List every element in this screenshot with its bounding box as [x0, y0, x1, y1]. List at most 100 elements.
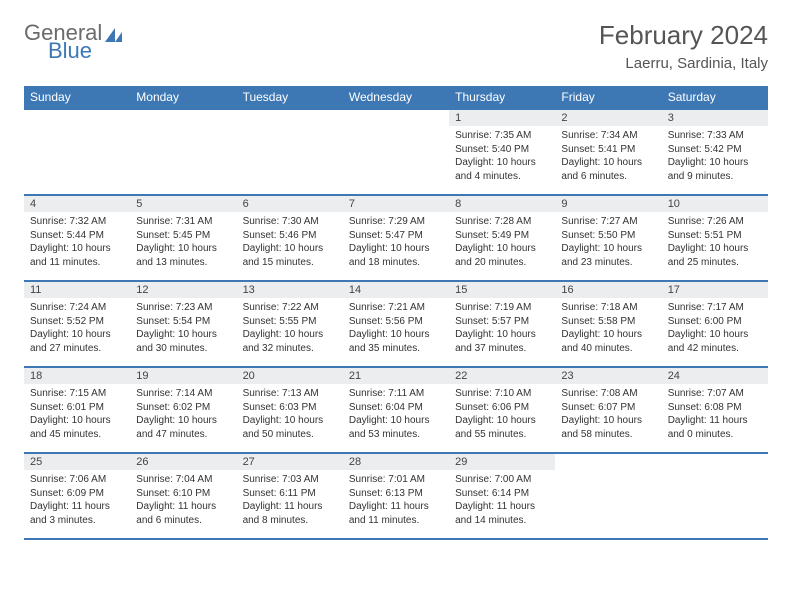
calendar-day-cell: 6Sunrise: 7:30 AMSunset: 5:46 PMDaylight… [237, 195, 343, 281]
calendar-day-cell: 10Sunrise: 7:26 AMSunset: 5:51 PMDayligh… [662, 195, 768, 281]
calendar-table: SundayMondayTuesdayWednesdayThursdayFrid… [24, 86, 768, 540]
day-number: 2 [555, 110, 661, 126]
calendar-day-cell: .. [555, 453, 661, 539]
calendar-day-cell: 11Sunrise: 7:24 AMSunset: 5:52 PMDayligh… [24, 281, 130, 367]
calendar-day-cell: 19Sunrise: 7:14 AMSunset: 6:02 PMDayligh… [130, 367, 236, 453]
weekday-header: Sunday [24, 86, 130, 109]
calendar-day-cell: 12Sunrise: 7:23 AMSunset: 5:54 PMDayligh… [130, 281, 236, 367]
day-detail: Sunrise: 7:14 AMSunset: 6:02 PMDaylight:… [130, 384, 236, 445]
day-number: 24 [662, 368, 768, 384]
day-number: 20 [237, 368, 343, 384]
logo-triangle-icon [115, 32, 122, 42]
day-detail: Sunrise: 7:17 AMSunset: 6:00 PMDaylight:… [662, 298, 768, 359]
day-number: 16 [555, 282, 661, 298]
day-number: 25 [24, 454, 130, 470]
calendar-day-cell: 9Sunrise: 7:27 AMSunset: 5:50 PMDaylight… [555, 195, 661, 281]
day-detail: Sunrise: 7:21 AMSunset: 5:56 PMDaylight:… [343, 298, 449, 359]
weekday-header: Wednesday [343, 86, 449, 109]
day-number: 15 [449, 282, 555, 298]
day-number: 8 [449, 196, 555, 212]
calendar-day-cell: 16Sunrise: 7:18 AMSunset: 5:58 PMDayligh… [555, 281, 661, 367]
day-number: 14 [343, 282, 449, 298]
day-detail: Sunrise: 7:26 AMSunset: 5:51 PMDaylight:… [662, 212, 768, 273]
weekday-header: Thursday [449, 86, 555, 109]
day-detail: Sunrise: 7:31 AMSunset: 5:45 PMDaylight:… [130, 212, 236, 273]
day-detail: Sunrise: 7:32 AMSunset: 5:44 PMDaylight:… [24, 212, 130, 273]
day-detail: Sunrise: 7:30 AMSunset: 5:46 PMDaylight:… [237, 212, 343, 273]
logo-triangle-icon [105, 28, 115, 42]
calendar-day-cell: 22Sunrise: 7:10 AMSunset: 6:06 PMDayligh… [449, 367, 555, 453]
calendar-day-cell: 28Sunrise: 7:01 AMSunset: 6:13 PMDayligh… [343, 453, 449, 539]
calendar-day-cell: 26Sunrise: 7:04 AMSunset: 6:10 PMDayligh… [130, 453, 236, 539]
calendar-day-cell: .. [343, 109, 449, 195]
day-detail: Sunrise: 7:11 AMSunset: 6:04 PMDaylight:… [343, 384, 449, 445]
weekday-header: Saturday [662, 86, 768, 109]
weekday-header: Friday [555, 86, 661, 109]
day-number: 21 [343, 368, 449, 384]
day-detail: Sunrise: 7:01 AMSunset: 6:13 PMDaylight:… [343, 470, 449, 531]
day-detail: Sunrise: 7:10 AMSunset: 6:06 PMDaylight:… [449, 384, 555, 445]
calendar-week-row: 18Sunrise: 7:15 AMSunset: 6:01 PMDayligh… [24, 367, 768, 453]
day-detail: Sunrise: 7:28 AMSunset: 5:49 PMDaylight:… [449, 212, 555, 273]
calendar-day-cell: 5Sunrise: 7:31 AMSunset: 5:45 PMDaylight… [130, 195, 236, 281]
day-number: 17 [662, 282, 768, 298]
day-detail: Sunrise: 7:03 AMSunset: 6:11 PMDaylight:… [237, 470, 343, 531]
day-number: 3 [662, 110, 768, 126]
day-detail: Sunrise: 7:06 AMSunset: 6:09 PMDaylight:… [24, 470, 130, 531]
day-number: 28 [343, 454, 449, 470]
day-number: 10 [662, 196, 768, 212]
day-detail: Sunrise: 7:00 AMSunset: 6:14 PMDaylight:… [449, 470, 555, 531]
day-detail: Sunrise: 7:04 AMSunset: 6:10 PMDaylight:… [130, 470, 236, 531]
day-number: 27 [237, 454, 343, 470]
calendar-day-cell: .. [130, 109, 236, 195]
day-detail: Sunrise: 7:24 AMSunset: 5:52 PMDaylight:… [24, 298, 130, 359]
day-number: 23 [555, 368, 661, 384]
calendar-week-row: 11Sunrise: 7:24 AMSunset: 5:52 PMDayligh… [24, 281, 768, 367]
day-number: 11 [24, 282, 130, 298]
day-number: 22 [449, 368, 555, 384]
calendar-week-row: 4Sunrise: 7:32 AMSunset: 5:44 PMDaylight… [24, 195, 768, 281]
calendar-day-cell: 23Sunrise: 7:08 AMSunset: 6:07 PMDayligh… [555, 367, 661, 453]
calendar-day-cell: 3Sunrise: 7:33 AMSunset: 5:42 PMDaylight… [662, 109, 768, 195]
location: Laerru, Sardinia, Italy [599, 55, 768, 72]
day-detail: Sunrise: 7:33 AMSunset: 5:42 PMDaylight:… [662, 126, 768, 187]
day-number: 19 [130, 368, 236, 384]
day-number: 5 [130, 196, 236, 212]
calendar-day-cell: .. [24, 109, 130, 195]
weekday-header: Monday [130, 86, 236, 109]
weekday-header: Tuesday [237, 86, 343, 109]
calendar-day-cell: 21Sunrise: 7:11 AMSunset: 6:04 PMDayligh… [343, 367, 449, 453]
calendar-day-cell: 25Sunrise: 7:06 AMSunset: 6:09 PMDayligh… [24, 453, 130, 539]
calendar-day-cell: .. [662, 453, 768, 539]
day-detail: Sunrise: 7:15 AMSunset: 6:01 PMDaylight:… [24, 384, 130, 445]
day-number: 4 [24, 196, 130, 212]
calendar-day-cell: 8Sunrise: 7:28 AMSunset: 5:49 PMDaylight… [449, 195, 555, 281]
calendar-day-cell: 2Sunrise: 7:34 AMSunset: 5:41 PMDaylight… [555, 109, 661, 195]
day-detail: Sunrise: 7:27 AMSunset: 5:50 PMDaylight:… [555, 212, 661, 273]
calendar-day-cell: 18Sunrise: 7:15 AMSunset: 6:01 PMDayligh… [24, 367, 130, 453]
day-detail: Sunrise: 7:07 AMSunset: 6:08 PMDaylight:… [662, 384, 768, 445]
calendar-day-cell: 24Sunrise: 7:07 AMSunset: 6:08 PMDayligh… [662, 367, 768, 453]
day-number: 13 [237, 282, 343, 298]
calendar-day-cell: 20Sunrise: 7:13 AMSunset: 6:03 PMDayligh… [237, 367, 343, 453]
day-detail: Sunrise: 7:19 AMSunset: 5:57 PMDaylight:… [449, 298, 555, 359]
day-detail: Sunrise: 7:22 AMSunset: 5:55 PMDaylight:… [237, 298, 343, 359]
day-number: 1 [449, 110, 555, 126]
day-detail: Sunrise: 7:35 AMSunset: 5:40 PMDaylight:… [449, 126, 555, 187]
day-number: 26 [130, 454, 236, 470]
day-detail: Sunrise: 7:18 AMSunset: 5:58 PMDaylight:… [555, 298, 661, 359]
header: General February 2024 Laerru, Sardinia, … [24, 20, 768, 72]
calendar-week-row: ........1Sunrise: 7:35 AMSunset: 5:40 PM… [24, 109, 768, 195]
calendar-day-cell: 17Sunrise: 7:17 AMSunset: 6:00 PMDayligh… [662, 281, 768, 367]
calendar-day-cell: 1Sunrise: 7:35 AMSunset: 5:40 PMDaylight… [449, 109, 555, 195]
calendar-day-cell: 7Sunrise: 7:29 AMSunset: 5:47 PMDaylight… [343, 195, 449, 281]
calendar-day-cell: 29Sunrise: 7:00 AMSunset: 6:14 PMDayligh… [449, 453, 555, 539]
calendar-day-cell: 14Sunrise: 7:21 AMSunset: 5:56 PMDayligh… [343, 281, 449, 367]
day-number: 18 [24, 368, 130, 384]
calendar-day-cell: 27Sunrise: 7:03 AMSunset: 6:11 PMDayligh… [237, 453, 343, 539]
month-title: February 2024 [599, 20, 768, 51]
day-detail: Sunrise: 7:29 AMSunset: 5:47 PMDaylight:… [343, 212, 449, 273]
day-number: 29 [449, 454, 555, 470]
day-detail: Sunrise: 7:34 AMSunset: 5:41 PMDaylight:… [555, 126, 661, 187]
day-number: 9 [555, 196, 661, 212]
